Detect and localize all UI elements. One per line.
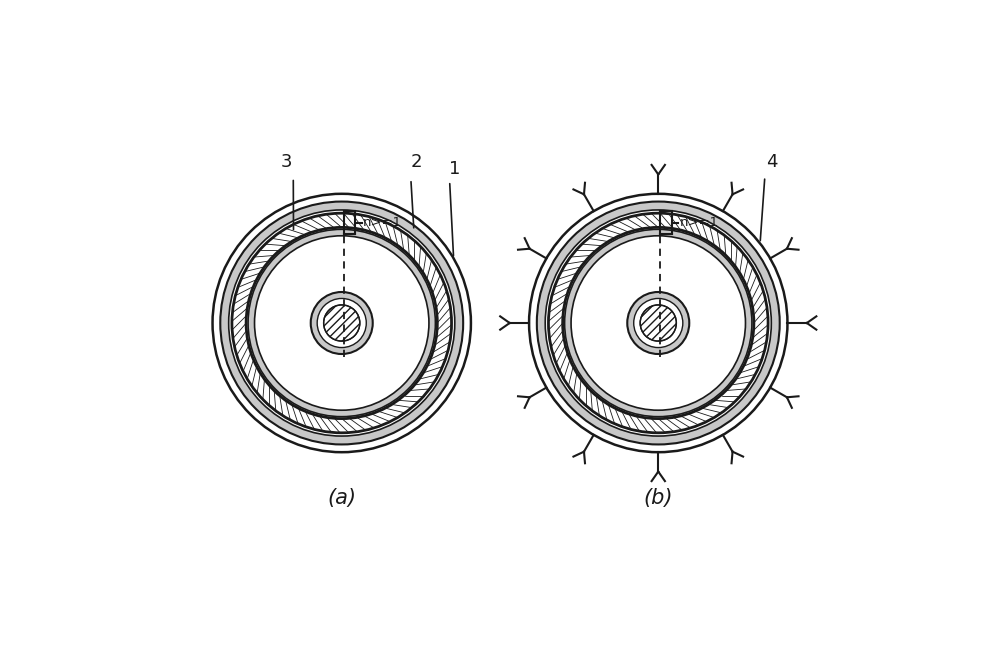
Circle shape — [529, 194, 787, 452]
Circle shape — [232, 213, 452, 433]
Circle shape — [537, 202, 780, 444]
Circle shape — [324, 305, 360, 341]
Circle shape — [213, 194, 471, 452]
Circle shape — [548, 213, 768, 433]
Text: 4: 4 — [766, 153, 777, 171]
Text: 3: 3 — [281, 153, 293, 171]
Circle shape — [563, 227, 754, 419]
Circle shape — [571, 236, 745, 410]
Circle shape — [229, 210, 455, 436]
Circle shape — [246, 227, 437, 419]
Text: n>=1: n>=1 — [363, 216, 402, 229]
Text: (a): (a) — [327, 488, 356, 508]
Text: n>=1: n>=1 — [680, 216, 719, 229]
Circle shape — [627, 292, 689, 354]
Text: 1: 1 — [449, 160, 460, 178]
Circle shape — [311, 292, 373, 354]
Circle shape — [545, 210, 771, 436]
Circle shape — [248, 229, 435, 417]
Circle shape — [634, 298, 683, 348]
Circle shape — [317, 298, 366, 348]
Text: 2: 2 — [410, 153, 422, 171]
Text: (b): (b) — [644, 488, 673, 508]
Circle shape — [255, 236, 429, 410]
Circle shape — [565, 229, 752, 417]
Circle shape — [220, 202, 463, 444]
Circle shape — [640, 305, 676, 341]
